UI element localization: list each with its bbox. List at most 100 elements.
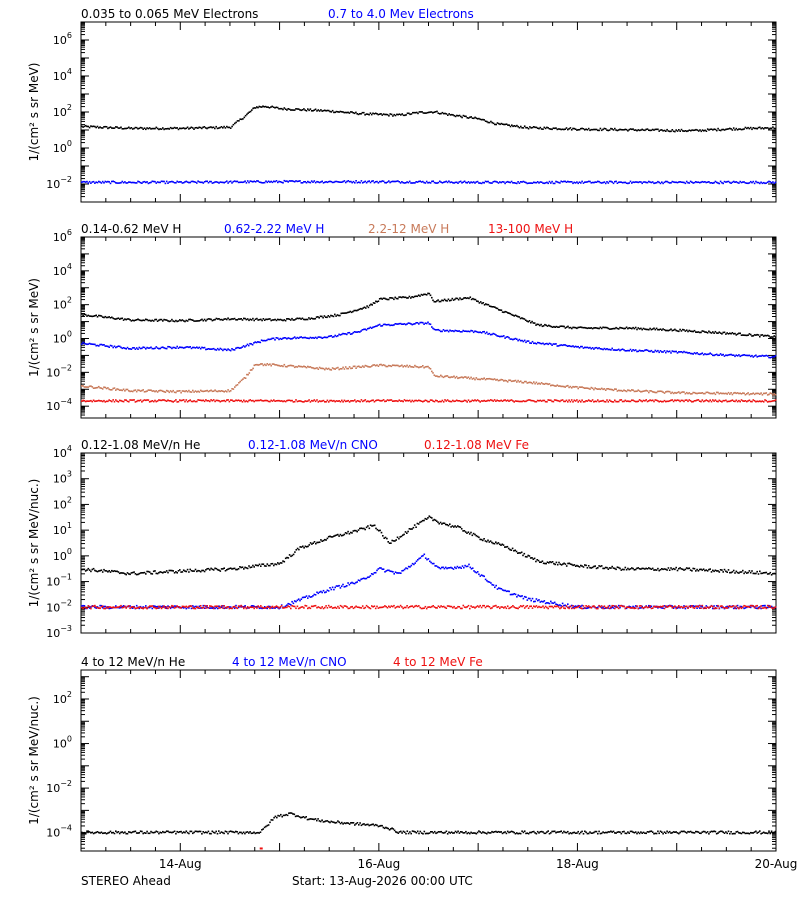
data-point bbox=[512, 338, 514, 341]
data-point bbox=[240, 181, 242, 183]
data-point bbox=[115, 318, 117, 320]
data-point bbox=[397, 572, 399, 574]
data-point bbox=[621, 348, 624, 350]
data-point bbox=[446, 375, 449, 377]
data-point bbox=[773, 127, 775, 130]
data-point bbox=[432, 372, 434, 374]
data-point bbox=[425, 365, 428, 368]
data-point bbox=[337, 111, 339, 113]
data-point bbox=[663, 350, 666, 352]
data-point bbox=[644, 181, 646, 183]
data-point bbox=[262, 339, 264, 342]
data-point bbox=[523, 400, 526, 403]
data-point bbox=[729, 332, 731, 335]
data-point bbox=[503, 589, 505, 592]
data-point bbox=[147, 399, 150, 401]
data-point bbox=[504, 379, 506, 382]
data-point bbox=[729, 353, 731, 356]
data-point bbox=[105, 181, 108, 183]
data-point bbox=[447, 524, 450, 527]
data-point bbox=[468, 377, 471, 380]
data-point bbox=[429, 323, 432, 326]
data-point bbox=[674, 130, 676, 133]
data-point bbox=[164, 606, 167, 608]
data-point bbox=[107, 387, 109, 389]
data-point bbox=[188, 346, 190, 349]
data-point bbox=[632, 349, 634, 351]
data-point bbox=[297, 337, 300, 339]
data-point bbox=[295, 108, 297, 110]
data-point bbox=[95, 181, 97, 183]
data-point bbox=[326, 336, 329, 339]
data-point bbox=[361, 365, 364, 367]
data-point bbox=[636, 400, 638, 403]
data-point bbox=[644, 349, 646, 352]
data-point bbox=[171, 127, 173, 130]
data-point bbox=[296, 336, 299, 339]
data-point bbox=[318, 591, 321, 593]
data-point bbox=[570, 387, 573, 389]
data-point bbox=[685, 351, 688, 354]
data-point bbox=[220, 390, 223, 392]
data-point bbox=[487, 399, 489, 402]
data-point bbox=[518, 182, 521, 184]
data-point bbox=[185, 127, 188, 130]
data-point bbox=[394, 114, 397, 117]
data-point bbox=[320, 109, 322, 111]
data-point bbox=[86, 125, 88, 128]
data-point bbox=[540, 400, 543, 402]
data-point bbox=[87, 343, 90, 345]
data-point bbox=[401, 323, 403, 325]
data-point bbox=[232, 318, 235, 320]
data-point bbox=[437, 328, 439, 331]
data-point bbox=[256, 106, 258, 108]
data-point bbox=[271, 562, 274, 565]
data-point bbox=[556, 326, 559, 328]
data-point bbox=[265, 318, 267, 321]
data-point bbox=[591, 399, 594, 401]
data-point bbox=[92, 343, 95, 346]
data-point bbox=[254, 364, 257, 366]
data-point bbox=[744, 334, 747, 337]
data-point bbox=[342, 534, 344, 537]
data-point bbox=[146, 318, 148, 321]
data-point bbox=[349, 333, 352, 335]
data-point bbox=[243, 399, 245, 402]
data-point bbox=[391, 539, 393, 542]
data-point bbox=[746, 572, 748, 574]
data-point bbox=[682, 130, 684, 132]
data-point bbox=[416, 400, 419, 402]
data-point bbox=[113, 400, 116, 403]
data-point bbox=[764, 182, 766, 185]
data-point bbox=[222, 349, 224, 352]
data-point bbox=[419, 521, 421, 524]
data-point bbox=[185, 346, 188, 348]
data-point bbox=[634, 349, 637, 351]
data-point bbox=[646, 568, 649, 570]
data-point bbox=[680, 181, 683, 183]
data-point bbox=[651, 181, 654, 183]
data-point bbox=[770, 400, 773, 403]
data-point bbox=[393, 364, 395, 367]
data-point bbox=[544, 343, 547, 345]
data-point bbox=[229, 390, 232, 392]
data-point bbox=[756, 181, 758, 184]
data-point bbox=[752, 572, 755, 575]
data-point bbox=[417, 112, 419, 115]
data-point bbox=[504, 589, 507, 592]
data-point bbox=[717, 182, 719, 184]
data-point bbox=[638, 390, 641, 392]
data-point bbox=[699, 129, 701, 131]
data-point bbox=[683, 605, 685, 607]
data-point bbox=[672, 329, 675, 331]
data-point bbox=[252, 399, 254, 402]
data-point bbox=[679, 400, 681, 403]
data-point bbox=[86, 343, 88, 346]
data-point bbox=[762, 392, 765, 395]
data-point bbox=[246, 180, 249, 182]
data-point bbox=[386, 365, 389, 368]
data-point bbox=[330, 111, 333, 113]
data-point bbox=[623, 349, 625, 351]
data-point bbox=[340, 585, 343, 587]
